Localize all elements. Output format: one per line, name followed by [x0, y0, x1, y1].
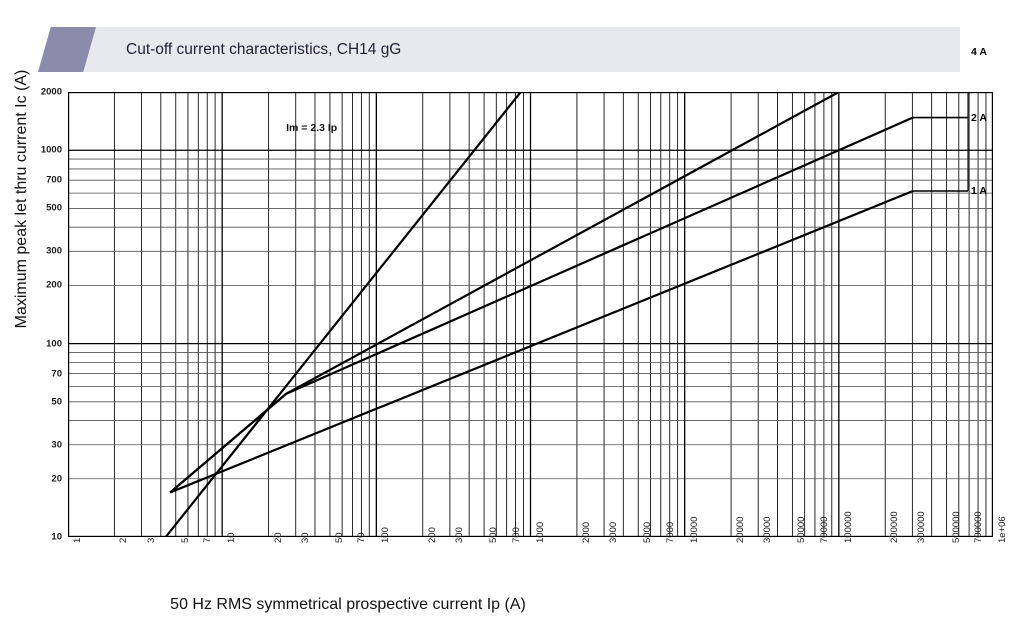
x-tick-label: 7 — [202, 537, 214, 543]
page-title: Cut-off current characteristics, CH14 gG — [126, 41, 402, 58]
x-tick-label: 1000 — [534, 521, 546, 543]
y-axis-title: Maximum peak let thru current Ic (A) — [13, 69, 30, 329]
x-tick-label: 3 — [145, 537, 157, 543]
plot-border — [68, 92, 993, 537]
x-tick-label: 30 — [299, 532, 311, 543]
y-tick-label: 2000 — [40, 86, 62, 98]
x-tick-label: 700 — [510, 527, 522, 543]
chart-plot-area: 4 A 2 A 1 A — [68, 46, 993, 537]
y-tick-label: 300 — [46, 245, 62, 257]
y-tick-label: 50 — [51, 396, 62, 408]
y-tick-label: 30 — [51, 439, 62, 451]
y-tick-label: 100 — [46, 338, 62, 350]
curve-4a — [169, 92, 842, 494]
y-tick-label: 200 — [46, 279, 62, 291]
curve-im-2-3-ip — [164, 92, 523, 537]
x-tick-label: 50000 — [796, 516, 808, 543]
x-tick-label: 10000 — [688, 516, 700, 543]
x-tick-label: 200000 — [889, 511, 901, 543]
y-tick-label: 700 — [46, 174, 62, 186]
x-tick-label: 30000 — [762, 516, 774, 543]
x-tick-label: 2 — [118, 537, 130, 543]
banner-background — [78, 27, 960, 72]
x-tick-label: 10 — [226, 532, 238, 543]
x-tick-label: 300 — [453, 527, 465, 543]
chart-curves — [164, 92, 914, 537]
y-tick-label: 10 — [51, 531, 62, 543]
x-tick-label: 500000 — [950, 511, 962, 543]
chart-svg — [68, 92, 993, 537]
curve-label-4a: 4 A — [971, 45, 987, 58]
x-tick-label: 1 — [72, 537, 83, 543]
curve-2a — [169, 116, 914, 494]
x-tick-label: 100 — [380, 527, 392, 543]
curve-leader-lines — [913, 92, 969, 192]
x-tick-label: 70 — [356, 532, 368, 543]
curve-1a — [169, 189, 914, 494]
x-tick-label: 5 — [179, 537, 191, 543]
header-banner: Cut-off current characteristics, CH14 gG — [38, 27, 960, 72]
x-tick-label: 5000 — [642, 521, 654, 543]
x-tick-label: 70000 — [818, 516, 830, 543]
x-tick-label: 20000 — [735, 516, 747, 543]
x-tick-label: 20 — [272, 532, 284, 543]
x-tick-label: 300000 — [916, 511, 928, 543]
y-tick-label: 70 — [51, 368, 62, 380]
x-tick-label: 2000 — [580, 521, 592, 543]
y-tick-label: 500 — [46, 202, 62, 214]
x-tick-label: 500 — [488, 527, 500, 543]
x-tick-label: 700000 — [973, 511, 985, 543]
curve-label-2a: 2 A — [971, 111, 987, 124]
y-tick-label: 20 — [51, 473, 62, 485]
chart-annotation: Im = 2.3 Ip — [286, 122, 338, 135]
x-tick-label: 50 — [333, 532, 345, 543]
x-tick-label: 7000 — [664, 521, 676, 543]
x-tick-label: 200 — [426, 527, 438, 543]
y-tick-label: 1000 — [40, 144, 62, 156]
x-tick-label: 1e+06 — [997, 516, 1008, 543]
x-axis-title: 50 Hz RMS symmetrical prospective curren… — [170, 596, 526, 613]
x-tick-label: 3000 — [608, 521, 620, 543]
x-tick-label: 100000 — [842, 511, 854, 543]
curve-label-1a: 1 A — [971, 185, 987, 197]
